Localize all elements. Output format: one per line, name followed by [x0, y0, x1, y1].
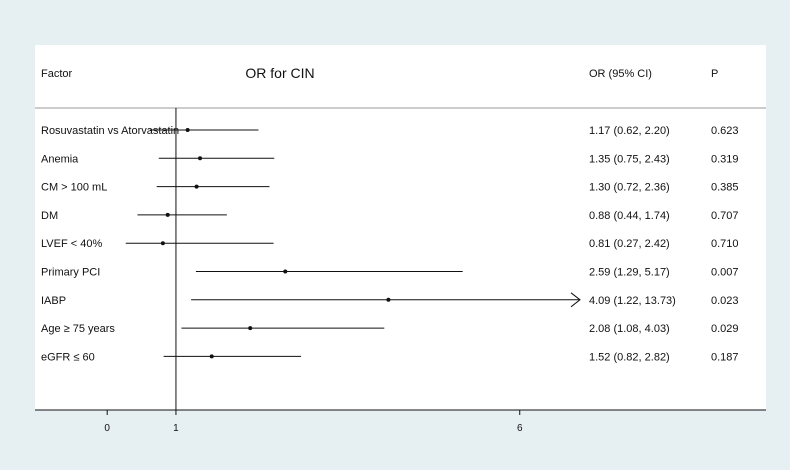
or-point [194, 184, 199, 189]
factor-label: IABP [41, 295, 66, 307]
factor-column-header: Factor [41, 68, 73, 80]
p-value: 0.029 [711, 323, 739, 335]
or-point [185, 128, 190, 132]
x-tick-label: 1 [173, 423, 179, 434]
forest-rows: Rosuvastatin vs Atorvastatin 1.17 (0.62, … [41, 125, 739, 363]
or-ci-value: 4.09 (1.22, 13.73) [589, 295, 676, 307]
plot-panel [35, 45, 766, 410]
forest-row: CM > 100 mL 1.30 (0.72, 2.36) 0.385 [41, 182, 739, 194]
or-ci-value: 1.17 (0.62, 2.20) [589, 125, 670, 137]
factor-label: DM [41, 210, 58, 222]
p-value: 0.623 [711, 125, 739, 137]
or-point [165, 212, 170, 217]
factor-label: LVEF < 40% [41, 238, 102, 250]
chart-title: OR for CIN [245, 65, 314, 81]
or-ci-value: 1.30 (0.72, 2.36) [589, 182, 670, 194]
x-axis-ticks: 0 1 6 [104, 410, 523, 434]
or-ci-column-header: OR (95% CI) [589, 68, 652, 80]
forest-row: Primary PCI 2.59 (1.29, 5.17) 0.007 [41, 267, 739, 279]
forest-row: Rosuvastatin vs Atorvastatin 1.17 (0.62, … [41, 125, 739, 137]
forest-row: DM 0.88 (0.44, 1.74) 0.707 [41, 210, 739, 222]
factor-label: eGFR ≤ 60 [41, 351, 95, 363]
or-ci-value: 0.88 (0.44, 1.74) [589, 210, 670, 222]
p-value: 0.187 [711, 351, 739, 363]
factor-label: Rosuvastatin vs Atorvastatin [41, 125, 179, 137]
p-value: 0.707 [711, 210, 739, 222]
factor-label: CM > 100 mL [41, 182, 107, 194]
p-value: 0.007 [711, 267, 739, 279]
factor-label: Age ≥ 75 years [41, 323, 115, 335]
or-point [248, 326, 253, 331]
p-value-column-header: P [711, 68, 718, 80]
forest-row: LVEF < 40% 0.81 (0.27, 2.42) 0.710 [41, 238, 739, 250]
factor-label: Anemia [41, 153, 79, 165]
forest-row: Anemia 1.35 (0.75, 2.43) 0.319 [41, 153, 739, 165]
p-value: 0.385 [711, 182, 739, 194]
or-point [160, 241, 165, 246]
or-ci-value: 0.81 (0.27, 2.42) [589, 238, 670, 250]
ci-truncation-arrow [570, 292, 581, 308]
forest-row: IABP 4.09 (1.22, 13.73) 0.023 [41, 292, 739, 308]
or-point [209, 354, 214, 359]
p-value: 0.710 [711, 238, 739, 250]
or-point [283, 269, 288, 274]
p-value: 0.319 [711, 153, 739, 165]
forest-row: eGFR ≤ 60 1.52 (0.82, 2.82) 0.187 [41, 351, 739, 363]
or-point [386, 297, 391, 302]
factor-label: Primary PCI [41, 267, 100, 279]
x-tick-label: 0 [104, 423, 110, 434]
or-point [198, 156, 203, 161]
x-tick-label: 6 [517, 423, 523, 434]
or-ci-value: 1.52 (0.82, 2.82) [589, 351, 670, 363]
or-ci-value: 1.35 (0.75, 2.43) [589, 153, 670, 165]
or-ci-value: 2.08 (1.08, 4.03) [589, 323, 670, 335]
forest-row: Age ≥ 75 years 2.08 (1.08, 4.03) 0.029 [41, 323, 739, 335]
or-ci-value: 2.59 (1.29, 5.17) [589, 267, 670, 279]
p-value: 0.023 [711, 295, 739, 307]
